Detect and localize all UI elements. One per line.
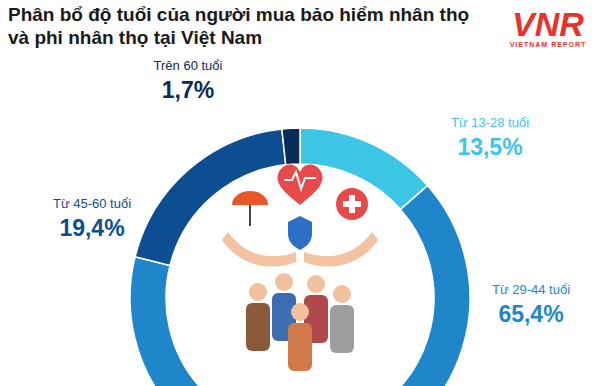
hand-left: [222, 232, 296, 267]
person-head: [249, 283, 267, 301]
value-label: 1,7%: [162, 77, 214, 103]
labels: Từ 13-28 tuổi 13,5% Từ 29-44 tuổi 65,4% Từ 4…: [53, 58, 570, 327]
person-head: [291, 303, 309, 321]
shield-icon: [288, 216, 312, 250]
value-label: 13,5%: [457, 134, 522, 160]
value-label: 19,4%: [59, 215, 124, 241]
logo-subtext: VIETNAM REPORT: [510, 41, 587, 48]
person-body: [330, 305, 354, 353]
donut-slice: [135, 129, 286, 266]
category-label: Từ 45-60 tuổi: [53, 196, 131, 211]
chart-root: Phân bổ độ tuổi của người mua bảo hiểm n…: [0, 0, 602, 386]
health-icon: [336, 188, 368, 220]
slices: [130, 128, 470, 386]
person-body: [246, 303, 270, 351]
category-label: Từ 29-44 tuổi: [492, 282, 570, 297]
category-label: Trên 60 tuổi: [154, 58, 223, 73]
illustration: [222, 164, 378, 371]
value-label: 65,4%: [498, 301, 563, 327]
cross-h: [343, 201, 361, 207]
umbrella-handle: [249, 205, 251, 226]
pulse-icon: [284, 172, 316, 189]
umbrella-icon: [232, 191, 268, 205]
donut-slice: [282, 128, 300, 165]
person-head: [307, 275, 325, 293]
category-label: Từ 13-28 tuổi: [451, 115, 529, 130]
chart-svg: VNRVIETNAM REPORT Từ 13-28 tuổi 13,5% Từ 29…: [0, 0, 602, 386]
person-body: [288, 323, 312, 371]
heart-icon: [277, 164, 322, 205]
person-head: [275, 273, 293, 291]
logo-text: VNR: [512, 5, 584, 43]
chart-title: Phân bổ độ tuổi của người mua bảo hiểm n…: [8, 3, 478, 49]
person-head: [333, 285, 351, 303]
hand-right: [304, 232, 378, 267]
